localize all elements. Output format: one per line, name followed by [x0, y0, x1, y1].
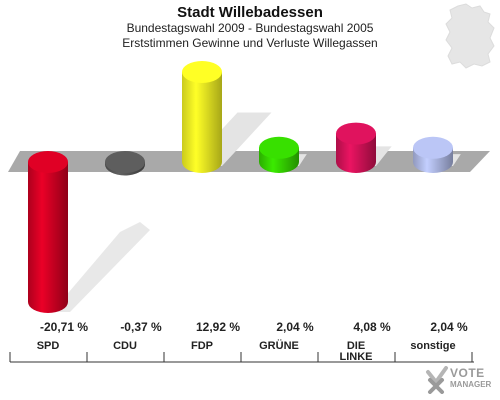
vote-manager-logo: VOTE MANAGER: [424, 366, 496, 396]
bar-body: [182, 72, 222, 162]
category-label: DIE: [347, 340, 365, 352]
chart-title: Stadt Willebadessen: [177, 4, 323, 21]
bar-top-cap: [413, 136, 453, 159]
bar-bottom-cap: [182, 151, 222, 173]
bar-shadow: [52, 222, 150, 312]
chart-subtitle-description: Erststimmen Gewinne und Verluste Willega…: [122, 36, 378, 50]
bar-top-cap: [105, 151, 145, 173]
bar-spd: [28, 151, 68, 313]
germany-map-icon: [445, 3, 495, 69]
logo-line1: VOTE: [450, 366, 485, 380]
bar-grüne: [259, 136, 299, 173]
logo-line2: MANAGER: [450, 380, 492, 389]
value-label: -20,71 %: [40, 320, 88, 334]
value-label: 12,92 %: [196, 320, 240, 334]
bar-cdu: [105, 151, 145, 176]
bar-sonstige: [413, 136, 453, 173]
value-label: 4,08 %: [353, 320, 391, 334]
bar-top-cap: [259, 136, 299, 159]
bar-body: [28, 162, 68, 302]
bar-top-cap: [336, 122, 376, 145]
value-label: 2,04 %: [430, 320, 468, 334]
category-label: LINKE: [340, 351, 373, 363]
category-label: GRÜNE: [259, 339, 299, 352]
bar-bottom-cap: [28, 291, 68, 313]
chart-header: Stadt Willebadessen Bundestagswahl 2009 …: [0, 4, 500, 51]
chart-subtitle-elections: Bundestagswahl 2009 - Bundestagswahl 200…: [126, 21, 374, 35]
bar-top-cap: [182, 61, 222, 83]
category-label: sonstige: [410, 340, 455, 352]
category-label: FDP: [191, 340, 213, 352]
value-label: 2,04 %: [276, 320, 314, 334]
checkmark-x-icon: [426, 366, 448, 394]
bar-bottom-cap: [336, 151, 376, 173]
value-label: -0,37 %: [120, 320, 162, 334]
bar-die-linke: [336, 122, 376, 173]
category-label: CDU: [113, 340, 137, 352]
category-label: SPD: [37, 340, 60, 352]
bar-top-cap: [28, 151, 68, 173]
bar-fdp: [182, 61, 222, 173]
